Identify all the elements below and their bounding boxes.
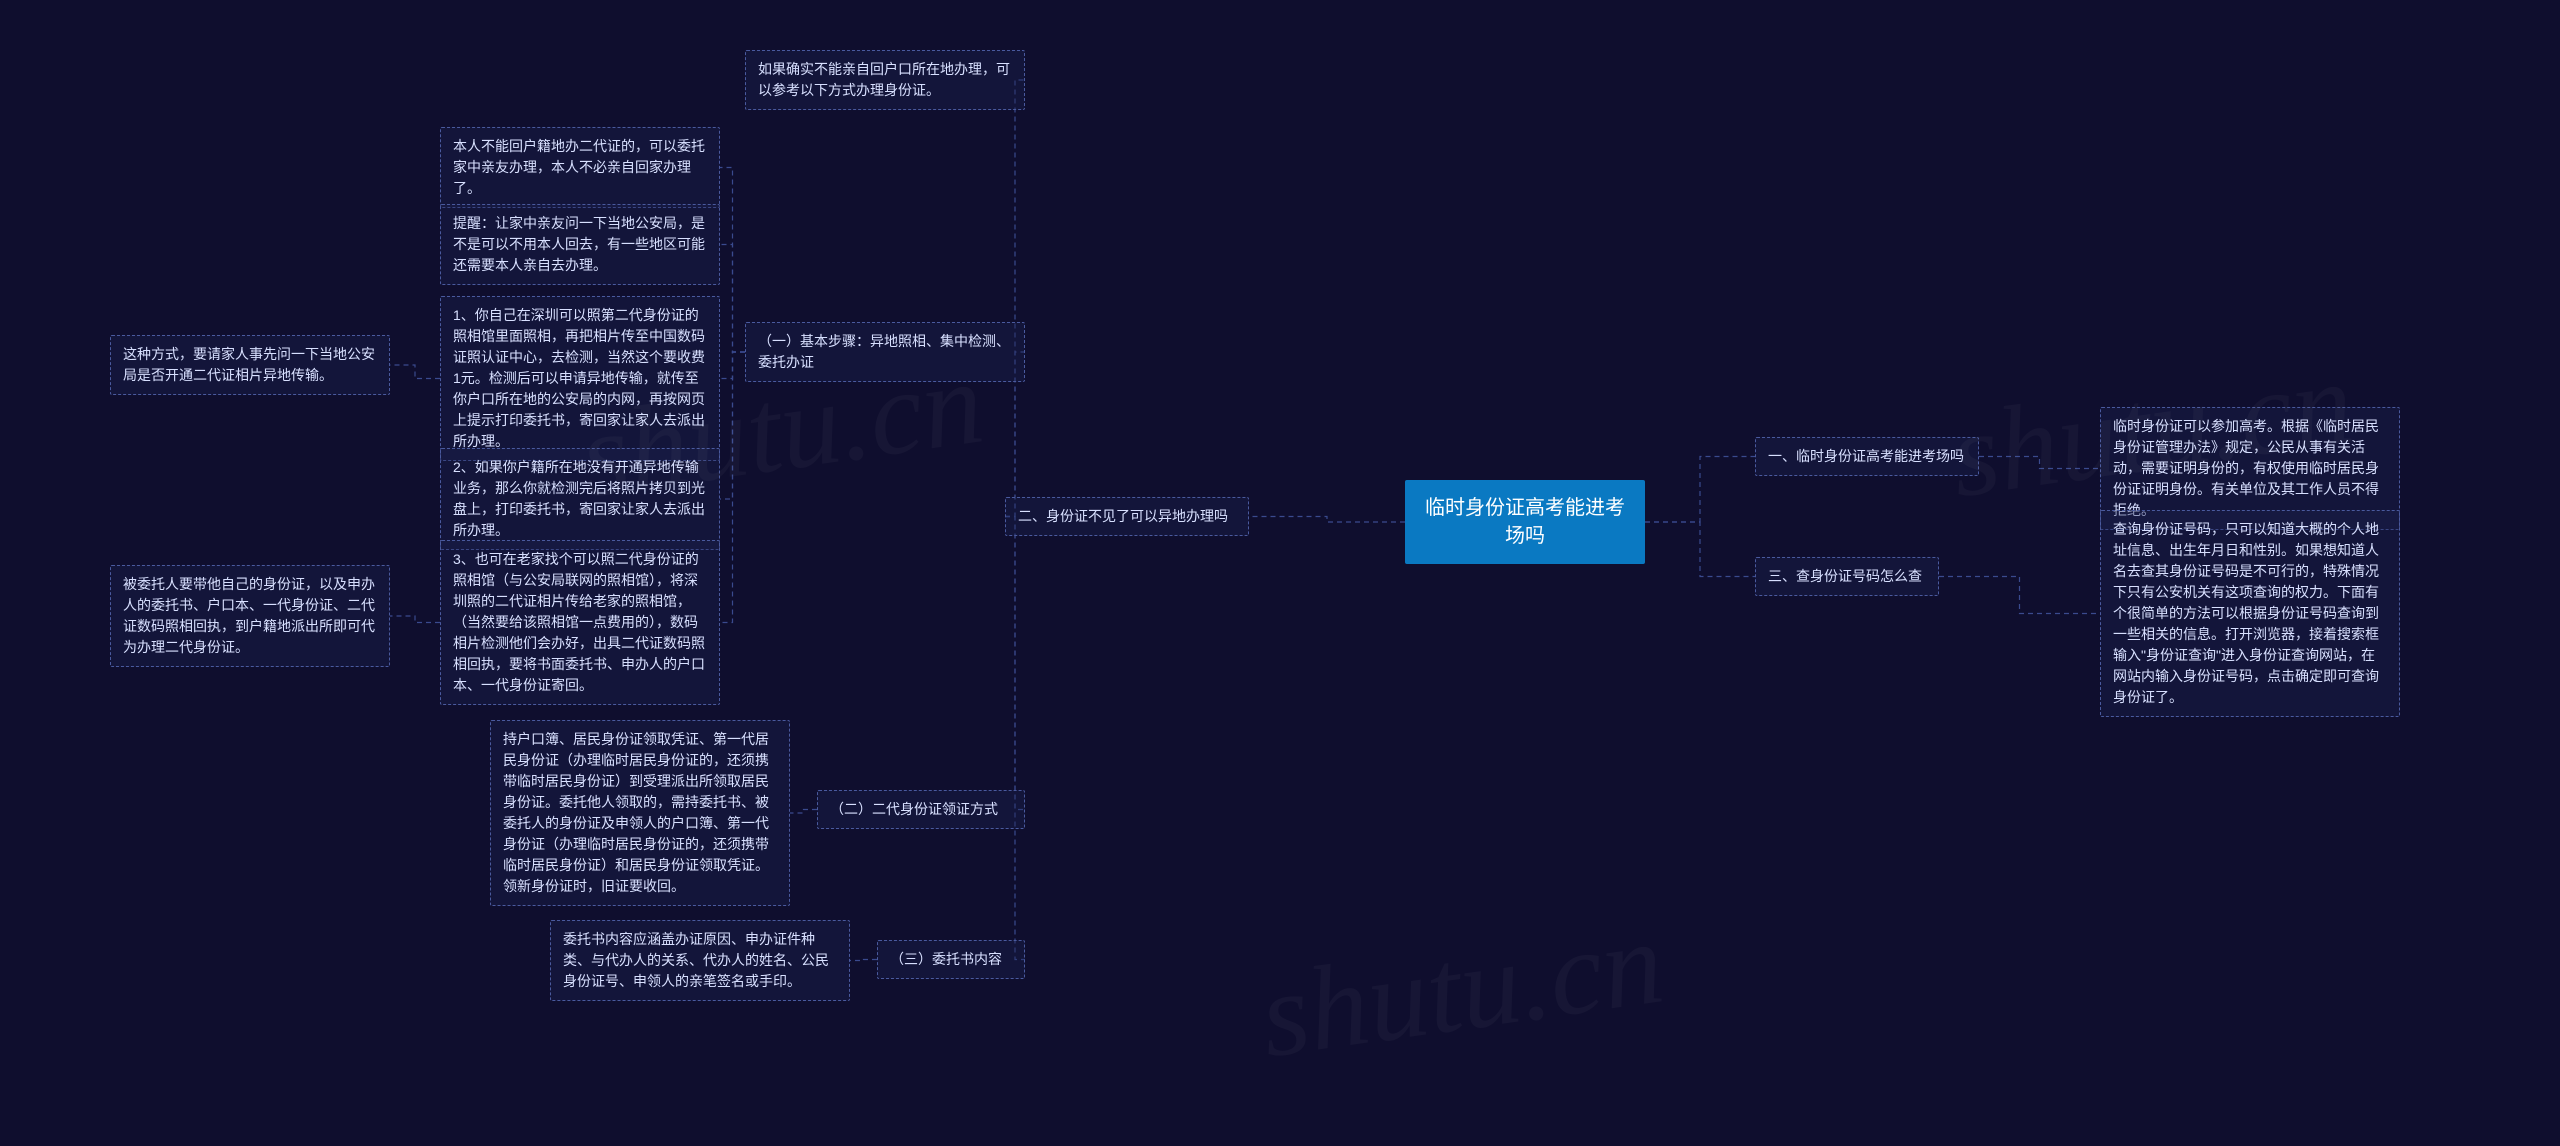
connector [1979,457,2100,469]
mindmap-node: （三）委托书内容 [877,940,1025,979]
mindmap-node: 3、也可在老家找个可以照二代身份证的照相馆（与公安局联网的照相馆），将深圳照的二… [440,540,720,705]
connector [850,960,877,961]
connector [1005,517,1025,810]
mindmap-node: 二、身份证不见了可以异地办理吗 [1005,497,1249,536]
connector [790,810,817,814]
mindmap-node: 三、查身份证号码怎么查 [1755,557,1939,596]
mindmap-node: 持户口簿、居民身份证领取凭证、第一代居民身份证（办理临时居民身份证的，还须携带临… [490,720,790,906]
connector [1005,80,1025,517]
connector [390,616,440,623]
connector [720,352,745,623]
connector [390,365,440,379]
connector [720,168,745,353]
connector [720,352,745,499]
mindmap-node: 2、如果你户籍所在地没有开通异地传输业务，那么你就检测完后将照片拷贝到光盘上，打… [440,448,720,550]
mindmap-node: 如果确实不能亲自回户口所在地办理，可以参考以下方式办理身份证。 [745,50,1025,110]
mindmap-node: 查询身份证号码，只可以知道大概的个人地址信息、出生年月日和性别。如果想知道人名去… [2100,510,2400,717]
connector [1249,517,1405,523]
mindmap-node: 这种方式，要请家人事先问一下当地公安局是否开通二代证相片异地传输。 [110,335,390,395]
mindmap-node: 一、临时身份证高考能进考场吗 [1755,437,1979,476]
mindmap-node: 本人不能回户籍地办二代证的，可以委托家中亲友办理，本人不必亲自回家办理了。 [440,127,720,208]
mindmap-root: 临时身份证高考能进考场吗 [1405,480,1645,564]
mindmap-node: （一）基本步骤：异地照相、集中检测、委托办证 [745,322,1025,382]
connector [1939,577,2100,614]
connector [1005,517,1025,960]
mindmap-node: （二）二代身份证领证方式 [817,790,1025,829]
connector [720,352,745,379]
mindmap-node: 提醒：让家中亲友问一下当地公安局，是不是可以不用本人回去，有一些地区可能还需要本… [440,204,720,285]
watermark: shutu.cn [1252,893,1671,1086]
mindmap-node: 委托书内容应涵盖办证原因、申办证件种类、与代办人的关系、代办人的姓名、公民身份证… [550,920,850,1001]
mindmap-node: 1、你自己在深圳可以照第二代身份证的照相馆里面照相，再把相片传至中国数码证照认证… [440,296,720,461]
connector [1645,457,1755,523]
connector [1645,522,1755,577]
mindmap-node: 被委托人要带他自己的身份证，以及申办人的委托书、户口本、一代身份证、二代证数码照… [110,565,390,667]
connector [720,245,745,353]
